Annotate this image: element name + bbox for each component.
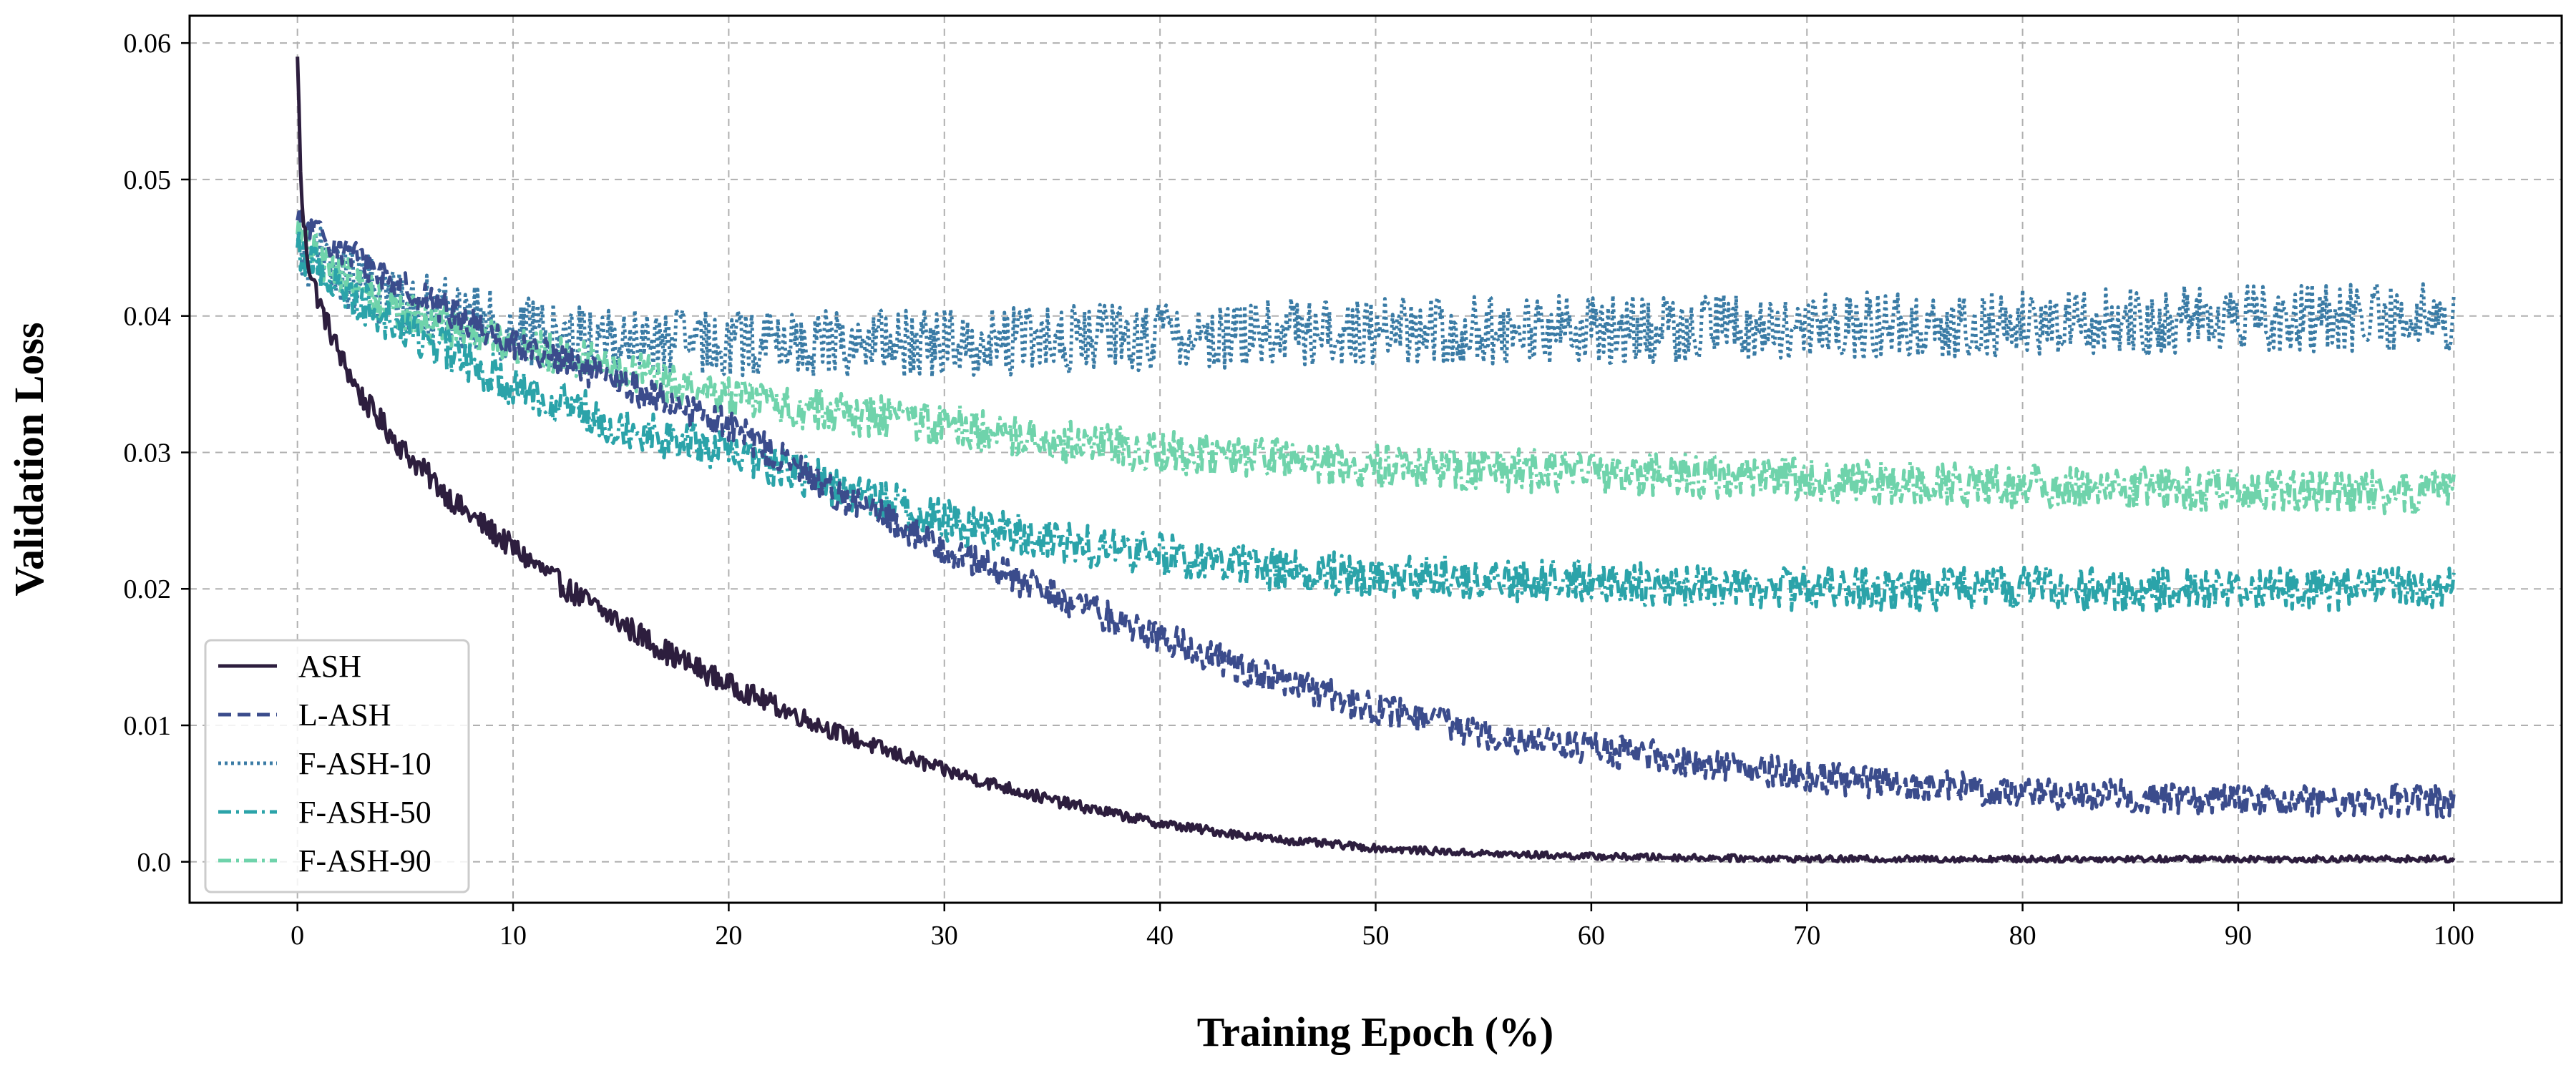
- y-tick-label: 0.04: [124, 302, 172, 332]
- x-tick-label: 100: [2434, 921, 2474, 951]
- x-tick-label: 90: [2225, 921, 2252, 951]
- series-line-f-ash-90: [296, 212, 2456, 516]
- x-tick-label: 70: [1793, 921, 1820, 951]
- legend-box: [204, 639, 470, 893]
- legend-label: F-ASH-90: [298, 843, 431, 878]
- y-tick-label: 0.02: [124, 574, 172, 604]
- x-axis-title: Training Epoch (%): [1197, 1009, 1553, 1055]
- x-tick-label: 60: [1578, 921, 1605, 951]
- series-line-ash: [296, 57, 2456, 864]
- legend-label: F-ASH-50: [298, 795, 431, 830]
- x-tick-label: 40: [1146, 921, 1174, 951]
- x-tick-label: 10: [499, 921, 527, 951]
- x-tick-label: 20: [715, 921, 742, 951]
- y-tick-label: 0.05: [124, 165, 172, 195]
- x-tick-label: 80: [2009, 921, 2036, 951]
- y-axis-ticks: 0.0 0.01 0.02 0.03 0.04 0.05 0.06: [124, 29, 190, 878]
- series-line-l-ash: [296, 206, 2456, 820]
- legend-label: F-ASH-10: [298, 746, 431, 781]
- x-tick-label: 0: [291, 921, 304, 951]
- legend-label: ASH: [298, 649, 361, 684]
- y-tick-label: 0.01: [124, 711, 172, 741]
- y-tick-label: 0.03: [124, 438, 172, 468]
- series-line-f-ash-10: [296, 222, 2456, 379]
- y-axis-title: Validation Loss: [6, 322, 52, 596]
- series-lines: [296, 57, 2456, 864]
- legend: ASH L-ASH F-ASH-10 F-ASH-50 F-ASH-90: [204, 639, 470, 893]
- x-axis-ticks: 0 10 20 30 40 50 60 70 80 90 100: [291, 903, 2474, 951]
- x-tick-label: 30: [931, 921, 958, 951]
- y-tick-label: 0.0: [137, 848, 172, 878]
- x-tick-label: 50: [1362, 921, 1390, 951]
- series-line-f-ash-50: [296, 229, 2456, 613]
- y-tick-label: 0.06: [124, 29, 172, 59]
- legend-label: L-ASH: [298, 697, 391, 733]
